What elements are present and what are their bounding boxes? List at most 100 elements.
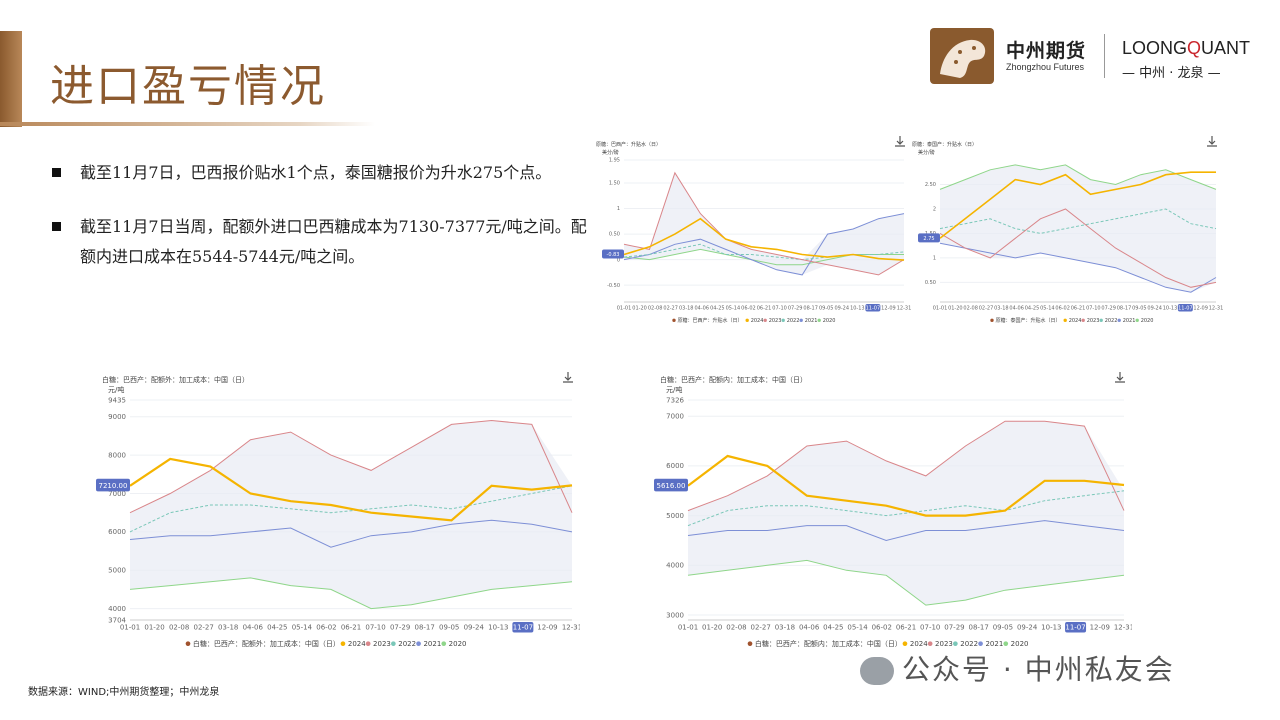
legend-label-2022: 2022	[787, 318, 800, 324]
y-tick-label: 0.50	[609, 232, 620, 238]
download-icon[interactable]	[1207, 136, 1217, 147]
legend-dot-2022	[1099, 318, 1103, 322]
brand-suffix: UANT	[1201, 38, 1251, 58]
series-line-2022	[687, 490, 1125, 527]
x-tick-label: 07-10	[920, 624, 940, 632]
x-tick-label: 01-01	[678, 624, 698, 632]
x-tick-label: 01-20	[632, 306, 647, 312]
wechat-watermark: 公众号 · 中州私友会	[860, 648, 1175, 688]
chart-in-quota-cost: 白糖：巴西产：配额内：加工成本：中国（日）元/吨7326700060005000…	[654, 372, 1132, 648]
x-tick-label: 02-08	[169, 624, 189, 632]
legend-label-2024: 2024	[910, 640, 928, 648]
legend-dot-2024	[745, 318, 749, 322]
legend-prefix: 白糖：巴西产：配额内：加工成本：中国（日）	[755, 639, 902, 648]
bullet-text: 截至11月7日当周，配额外进口巴西糖成本为7130-7377元/吨之间。配额内进…	[80, 217, 587, 266]
legend-dot-2023	[763, 318, 767, 322]
legend-label-2024: 2024	[751, 318, 764, 324]
x-tick-label: 03-18	[775, 624, 795, 632]
legend-label-2023: 2023	[1087, 318, 1100, 324]
x-tick-label: 09-24	[835, 306, 850, 312]
series-line-2021	[687, 520, 1125, 542]
x-tick-label: 12-31	[1209, 306, 1224, 312]
legend-label-2021: 2021	[805, 318, 818, 324]
chart-title: 白糖：巴西产：配额外：加工成本：中国（日）	[102, 375, 249, 384]
x-tick-label: 08-17	[968, 624, 988, 632]
date-marker-label: 11-07	[513, 624, 533, 632]
series-line-2020	[129, 577, 573, 610]
y-tick-label: 8000	[108, 451, 126, 459]
y-tick-label: 1	[933, 256, 936, 262]
legend-dot	[990, 318, 994, 322]
series-line-2020	[687, 559, 1125, 606]
current-value-label: 5616.00	[657, 482, 686, 490]
y-tick-label: 7000	[108, 490, 126, 498]
x-tick-label: 06-02	[316, 624, 336, 632]
legend-dot-2024	[902, 641, 908, 646]
current-value-label: 7210.00	[99, 482, 128, 490]
bullet-text: 截至11月7日，巴西报价贴水1个点，泰国糖报价为升水275个点。	[80, 163, 552, 182]
x-tick-label: 10-13	[1163, 306, 1178, 312]
x-tick-label: 12-09	[881, 306, 896, 312]
series-line-2023	[623, 171, 905, 276]
series-line-2023	[687, 420, 1125, 512]
x-tick-label: 09-24	[1147, 306, 1162, 312]
download-icon[interactable]	[563, 372, 573, 383]
y-tick-label: 7000	[666, 413, 684, 421]
x-tick-label: 03-18	[218, 624, 238, 632]
legend-dot	[747, 641, 753, 646]
legend-dot	[672, 318, 676, 322]
legend-label-2022: 2022	[960, 640, 978, 648]
leopard-logo-icon	[930, 28, 994, 84]
watermark-text: 公众号 · 中州私友会	[902, 653, 1175, 686]
y-tick-label: 2.50	[925, 182, 936, 188]
x-tick-label: 01-20	[948, 306, 963, 312]
legend-dot	[185, 641, 191, 646]
download-icon[interactable]	[895, 136, 905, 147]
series-line-2020	[939, 164, 1217, 190]
x-tick-label: 09-24	[1017, 624, 1038, 632]
x-tick-label: 08-17	[803, 306, 818, 312]
series-line-2023	[939, 208, 1217, 288]
legend-dot-2022	[391, 641, 396, 646]
chart-unit-label: 美分/磅	[918, 149, 935, 156]
date-marker-label: 11-07	[1178, 306, 1193, 312]
x-tick-label: 09-05	[1132, 306, 1147, 312]
y-tick-label: 9435	[108, 396, 126, 404]
series-line-2021	[939, 242, 1217, 293]
legend-dot-2023	[365, 641, 371, 646]
series-line-2021	[129, 519, 573, 548]
y-tick-label: 6000	[666, 462, 684, 470]
legend-label-2021: 2021	[423, 640, 441, 648]
x-tick-label: 02-08	[726, 624, 746, 632]
series-line-2024	[623, 217, 905, 261]
x-tick-label: 01-01	[120, 624, 140, 632]
date-marker-box	[1177, 304, 1193, 312]
x-tick-label: 09-05	[819, 306, 834, 312]
series-line-2024	[129, 457, 573, 522]
x-tick-label: 12-31	[1114, 624, 1132, 632]
x-tick-label: 04-25	[710, 306, 725, 312]
logo-english-name: Zhongzhou Futures	[1006, 62, 1085, 72]
legend-dot-2021	[1117, 318, 1121, 322]
y-tick-label: 1.95	[609, 158, 620, 164]
title-underline	[0, 122, 375, 126]
y-tick-label: 3000	[666, 611, 684, 619]
legend-dot-2020	[1003, 641, 1009, 646]
x-tick-label: 12-31	[562, 624, 580, 632]
x-tick-label: 01-20	[702, 624, 722, 632]
chart-panel-out-quota-cost: 白糖：巴西产：配额外：加工成本：中国（日） 元/吨 9435 9000 8000 7000…	[88, 364, 580, 654]
wechat-icon	[860, 657, 894, 685]
legend-prefix: 原糖：泰国产：升贴水（日）	[996, 317, 1061, 324]
legend-dot-2021	[978, 641, 983, 646]
x-tick-label: 07-29	[390, 624, 410, 632]
download-icon[interactable]	[1115, 372, 1125, 383]
x-tick-label: 06-21	[1071, 306, 1086, 312]
y-tick-label: 0	[617, 257, 620, 263]
x-tick-label: 04-25	[823, 624, 843, 632]
x-tick-label: 07-10	[772, 306, 787, 312]
legend-dot-2023	[1081, 318, 1085, 322]
company-logo: 中州期货 Zhongzhou Futures LOONGQUANT — 中州 ·…	[930, 28, 1250, 88]
y-tick-label: 1.50	[609, 181, 620, 187]
y-tick-label: 4000	[666, 562, 684, 570]
x-tick-label: 07-29	[944, 624, 964, 632]
